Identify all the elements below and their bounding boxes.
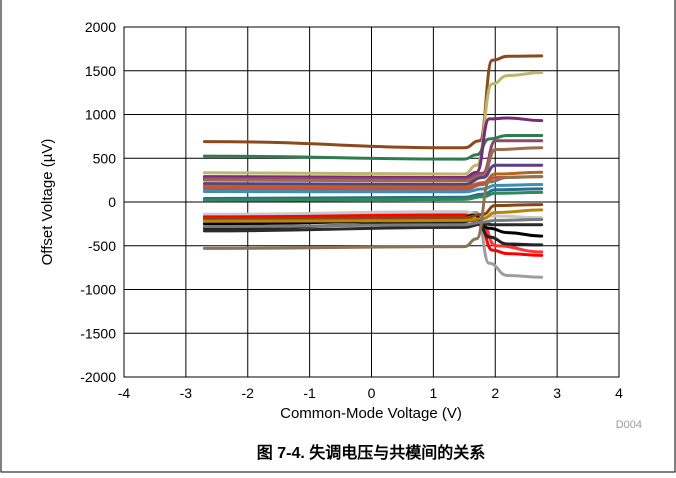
x-tick-label: 2 [491,385,499,401]
y-axis-label: Offset Voltage (µV) [39,139,56,266]
y-tick-label: 1000 [85,107,116,123]
y-tick-label: -2000 [80,369,116,385]
series-line-11 [202,190,544,202]
series-line-19 [202,203,544,221]
y-tick-label: -500 [88,238,116,254]
series-line-22 [202,218,544,228]
series-line-21 [202,175,544,250]
series-group [202,54,544,279]
series-line-2 [202,133,544,161]
x-tick-label: 1 [429,385,437,401]
plot-border [123,26,620,378]
series-line-3 [202,116,544,179]
figure-caption: 图 7-4. 失调电压与共模间的关系 [257,443,485,462]
series-line-5 [202,146,544,183]
series-line-7 [202,170,544,189]
x-tick-label: 0 [368,385,376,401]
figure-code: D004 [616,419,642,431]
series-line-20 [202,208,544,223]
y-tick-label: 500 [93,150,117,166]
x-tick-label: 3 [553,385,561,401]
y-tick-labels: 2000 1500 1000 500 0 -500 -1000 -1500 -2000 [80,19,116,385]
y-tick-label: 1500 [85,63,116,79]
x-tick-label: 4 [615,385,623,401]
series-line-0 [202,54,544,150]
series-line-6 [202,163,544,186]
x-tick-label: -2 [242,385,255,401]
x-tick-labels: -4 -3 -2 -1 0 1 2 3 4 [118,385,623,401]
series-line-18 [202,222,544,233]
y-tick-label: 2000 [85,19,116,35]
y-tick-label: 0 [108,194,116,210]
series-line-9 [202,183,544,194]
y-tick-label: -1000 [80,282,116,298]
series-line-10 [202,187,544,200]
x-axis-label: Common-Mode Voltage (V) [280,405,462,422]
series-line-1 [202,71,544,176]
x-tick-label: -1 [303,385,316,401]
x-tick-label: -4 [118,385,131,401]
y-tick-label: -1500 [80,325,116,341]
series-line-4 [202,139,544,181]
x-tick-label: -3 [180,385,193,401]
